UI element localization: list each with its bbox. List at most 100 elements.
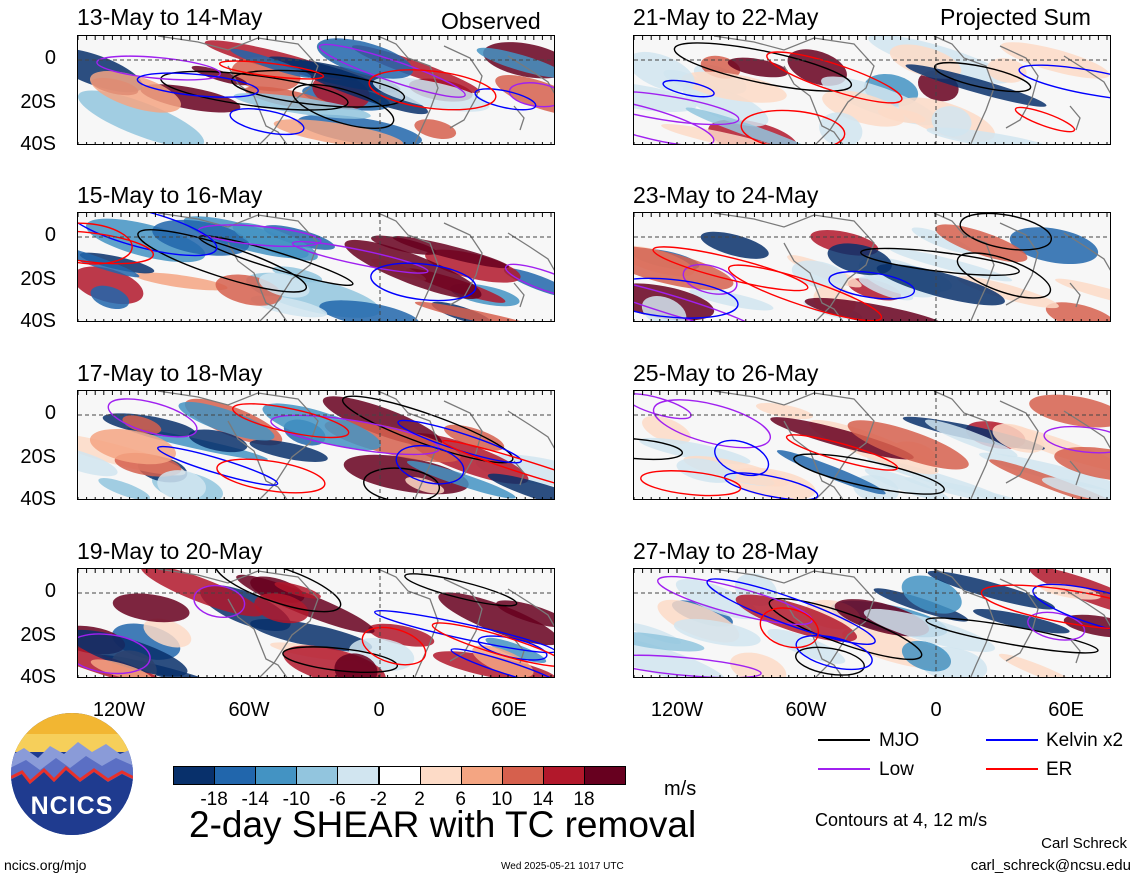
colorbar-label: -10: [282, 789, 311, 810]
contour-low: [682, 263, 738, 295]
shear-anomaly: [134, 272, 228, 291]
shear-anomaly: [1045, 302, 1110, 321]
colorbar-label: 18: [573, 789, 595, 810]
colorbar-swatch: [542, 766, 585, 785]
x-tick-right-1: 60W: [785, 699, 827, 721]
contour-kelvin-x2: [78, 213, 218, 257]
colorbar-swatch: [255, 766, 298, 785]
shear-anomaly: [273, 119, 404, 144]
projected-sum-label: Projected Sum: [940, 4, 1091, 30]
coastline: [783, 65, 844, 144]
chart-title: 2-day SHEAR with TC removal: [189, 804, 697, 845]
contour-er: [361, 626, 427, 666]
coastline: [157, 569, 319, 677]
contour-mjo: [793, 453, 945, 495]
shear-anomaly: [924, 419, 1018, 458]
shear-anomaly: [847, 420, 969, 470]
colorbar-swatch: [419, 766, 462, 785]
contour-low: [78, 633, 151, 675]
shear-anomaly: [675, 579, 759, 620]
shear-anomaly: [634, 246, 734, 291]
shear-anomaly: [406, 460, 516, 499]
map-panel-l3: [77, 568, 555, 678]
panel-title-r3: 27-May to 28-May: [633, 538, 819, 564]
shear-anomaly: [685, 107, 819, 144]
y-tick-label: 0: [44, 402, 56, 425]
shear-anomaly: [858, 276, 914, 301]
shear-anomaly: [992, 423, 1044, 453]
contour-low: [318, 43, 466, 98]
shear-anomaly: [254, 593, 309, 624]
coastline: [1069, 105, 1081, 131]
coastline: [507, 410, 554, 449]
coastline: [1069, 460, 1081, 486]
shear-anomaly: [634, 51, 695, 92]
shear-anomaly: [1055, 278, 1110, 309]
contour-kelvin-x2: [395, 444, 465, 485]
shear-anomaly: [1039, 583, 1101, 600]
contour-low: [634, 654, 762, 677]
x-tick-right-0: 120W: [650, 699, 704, 721]
contour-kelvin-x2: [450, 648, 554, 677]
shear-anomaly: [804, 297, 949, 321]
legend-label-low: Low: [879, 759, 914, 780]
contour-mjo: [925, 617, 1099, 654]
shear-anomaly: [78, 266, 144, 305]
coastline: [1069, 282, 1081, 308]
y-tick-label: 0: [44, 47, 56, 70]
shear-anomaly: [274, 582, 321, 599]
panel-title-l0: 13-May to 14-May: [77, 4, 263, 30]
shear-anomaly: [371, 235, 437, 255]
contour-mjo: [956, 252, 1052, 299]
contour-low: [1027, 611, 1086, 641]
contour-er: [78, 222, 133, 265]
shear-anomaly: [112, 593, 190, 623]
shear-anomaly: [819, 112, 863, 144]
contour-er: [785, 434, 899, 471]
colorbar-label: -6: [328, 789, 346, 810]
shear-anomaly: [931, 106, 972, 137]
legend-label-kelvin: Kelvin x2: [1046, 730, 1124, 751]
map-panel-r3: [633, 568, 1111, 678]
shear-anomaly: [78, 629, 188, 677]
contour-kelvin-x2: [828, 270, 916, 300]
contour-mjo: [673, 42, 853, 92]
shear-anomaly: [250, 576, 305, 603]
shear-anomaly: [979, 452, 1110, 492]
contour-kelvin-x2: [136, 72, 259, 98]
legend-line-er: [986, 768, 1038, 770]
coastline: [1063, 410, 1110, 449]
shear-anomaly: [876, 264, 1005, 306]
coastline: [377, 213, 439, 321]
contour-mjo: [282, 646, 399, 674]
shear-anomaly: [503, 268, 554, 298]
shear-map: [78, 569, 554, 677]
panel-title-r0: 21-May to 22-May: [633, 4, 819, 30]
shear-anomaly: [634, 631, 705, 652]
colorbar-label: 2: [414, 789, 425, 810]
x-tick-right-3: 60E: [1048, 699, 1084, 721]
shear-anomaly: [98, 478, 151, 499]
shear-anomaly: [998, 653, 1079, 677]
shear-anomaly: [78, 243, 140, 278]
coastline: [933, 36, 995, 144]
observed-label: Observed: [441, 8, 541, 34]
colorbar-label: 6: [455, 789, 466, 810]
panel-title-r2: 25-May to 26-May: [633, 360, 819, 386]
shear-map: [634, 569, 1110, 677]
contour-low: [1043, 425, 1110, 454]
colorbar-label: -2: [370, 789, 387, 810]
panel-title-r1: 23-May to 24-May: [633, 182, 819, 208]
y-tick-label: 40S: [20, 666, 56, 688]
y-tick-label: 0: [44, 224, 56, 247]
coastline: [999, 45, 1039, 129]
shear-anomaly: [372, 77, 490, 112]
colorbar-label: 10: [491, 789, 513, 810]
contour-kelvin-x2: [795, 634, 873, 671]
shear-anomaly: [889, 248, 1013, 282]
contour-mjo: [768, 597, 923, 661]
colorbar-swatch: [296, 766, 339, 785]
coastline: [157, 36, 319, 144]
coastline: [783, 420, 844, 499]
shear-anomaly: [700, 231, 769, 259]
